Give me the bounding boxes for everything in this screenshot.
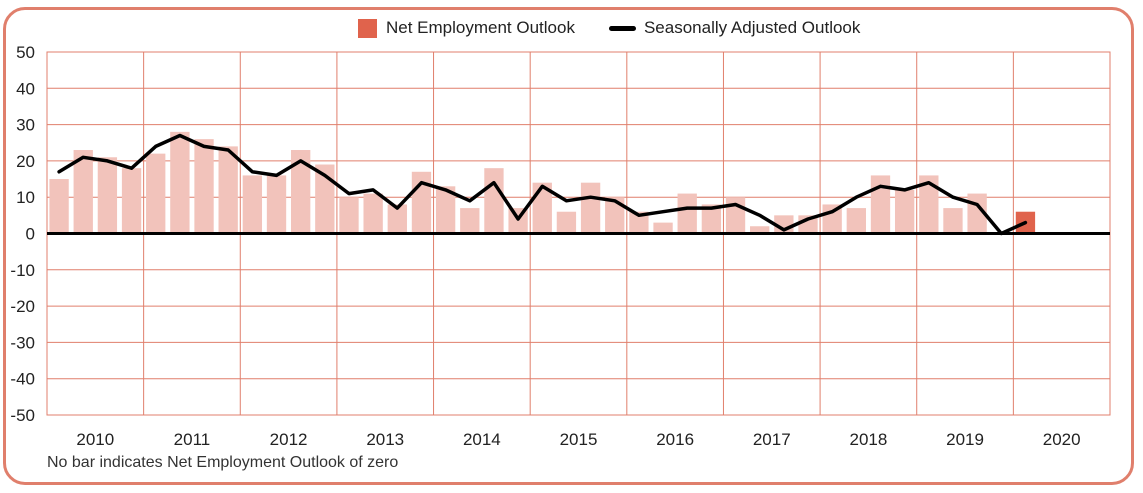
legend-line-swatch: [608, 25, 636, 31]
bar: [725, 197, 746, 234]
bar: [677, 193, 697, 234]
bar: [701, 204, 722, 234]
y-tick-label: -20: [10, 297, 35, 316]
bar: [49, 179, 69, 234]
bar: [629, 211, 649, 234]
x-tick-label: 2010: [76, 430, 114, 449]
bar: [73, 150, 93, 234]
x-tick-label: 2016: [656, 430, 694, 449]
bar: [363, 193, 383, 234]
bar: [460, 208, 480, 234]
bar: [242, 175, 263, 234]
bar: [846, 208, 866, 234]
y-tick-label: -50: [10, 406, 35, 425]
seasonally-adjusted-line: [57, 133, 1028, 236]
bar: [291, 150, 311, 234]
legend: Net Employment Outlook Seasonally Adjust…: [358, 18, 860, 38]
x-tick-label: 2020: [1043, 430, 1081, 449]
bar: [653, 222, 673, 234]
chart-frame: [3, 7, 1134, 485]
y-tick-label: -30: [10, 333, 35, 352]
bar: [194, 139, 214, 234]
bar: [750, 226, 770, 234]
bar: [894, 189, 915, 234]
legend-bar-label: Net Employment Outlook: [386, 18, 575, 37]
bar: [97, 157, 118, 234]
bar: [218, 146, 238, 234]
bar: [387, 204, 407, 234]
y-tick-label: 10: [16, 188, 35, 207]
y-tick-label: 30: [16, 116, 35, 135]
bar: [580, 182, 601, 234]
y-tick-label: 40: [16, 79, 35, 98]
bar: [315, 164, 335, 234]
x-tick-label: 2019: [946, 430, 984, 449]
bar: [605, 197, 625, 234]
x-tick-label: 2012: [270, 430, 308, 449]
x-tick-label: 2011: [174, 430, 211, 449]
bar: [870, 175, 891, 234]
bar: [943, 208, 963, 234]
bar: [121, 168, 142, 234]
x-tick-label: 2017: [753, 430, 791, 449]
x-tick-label: 2018: [849, 430, 887, 449]
bar: [339, 197, 359, 234]
y-tick-label: -40: [10, 370, 35, 389]
y-tick-label: -10: [10, 261, 35, 280]
bar: [266, 175, 287, 234]
x-tick-label: 2013: [366, 430, 404, 449]
footnote: No bar indicates Net Employment Outlook …: [47, 454, 399, 471]
legend-line-label: Seasonally Adjusted Outlook: [643, 18, 861, 37]
x-tick-label: 2014: [463, 430, 501, 449]
bar: [435, 186, 456, 234]
bar: [170, 131, 190, 234]
x-tick-label: 2015: [560, 430, 598, 449]
y-tick-label: 50: [16, 43, 35, 62]
bar: [556, 211, 577, 234]
bar: [919, 175, 939, 234]
legend-bar-swatch: [358, 18, 377, 38]
bar: [146, 153, 166, 234]
y-tick-label: 0: [26, 225, 35, 244]
bar: [484, 168, 504, 234]
y-tick-label: 20: [16, 152, 35, 171]
